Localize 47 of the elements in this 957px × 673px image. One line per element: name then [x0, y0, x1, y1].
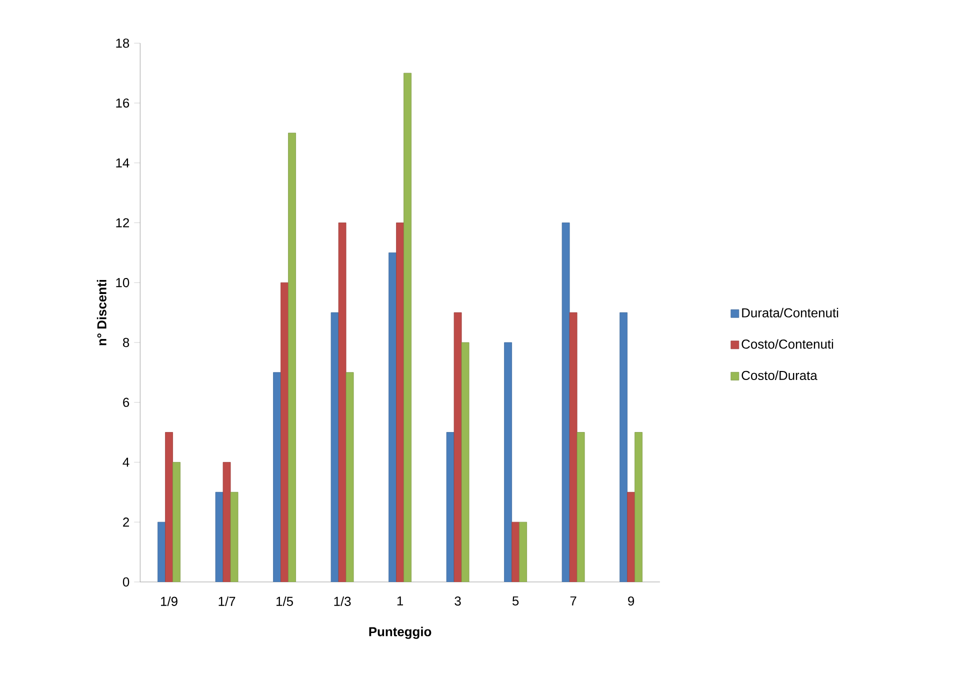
x-tick-label: 3 — [454, 596, 461, 606]
legend-label: Costo/Durata — [742, 370, 818, 380]
y-tick-label: 10 — [116, 278, 130, 288]
bar — [215, 492, 224, 582]
bar — [280, 282, 288, 582]
bar — [396, 222, 404, 582]
bar — [634, 432, 643, 582]
bar — [330, 312, 339, 582]
x-tick-label: 1/7 — [218, 596, 236, 606]
x-tick-label: 1/5 — [276, 596, 293, 606]
x-tick-label: 9 — [628, 596, 634, 606]
x-tick-label: 5 — [512, 596, 519, 606]
bar — [446, 432, 454, 582]
y-tick-label: 8 — [122, 338, 130, 348]
bar — [627, 492, 636, 582]
y-tick-label: 6 — [123, 398, 130, 407]
bar — [454, 312, 462, 582]
legend-label: Costo/Contenuti — [742, 339, 834, 349]
y-tick-label: 0 — [122, 577, 130, 586]
x-tick-label: 1 — [397, 596, 404, 606]
x-axis-title: Punteggio — [369, 626, 432, 639]
y-tick-label: 4 — [122, 458, 130, 467]
x-tick-label: 1/9 — [161, 596, 178, 606]
bar — [288, 132, 296, 582]
bar — [504, 342, 512, 582]
bar — [165, 432, 173, 582]
bar — [620, 312, 628, 582]
bar — [519, 522, 527, 582]
bar — [222, 462, 231, 582]
y-tick-label: 2 — [123, 518, 129, 527]
y-tick-label: 12 — [116, 218, 129, 228]
bar — [158, 522, 166, 582]
x-tick-label: 1/3 — [334, 596, 351, 606]
bar — [338, 222, 346, 582]
bar — [404, 72, 412, 582]
y-tick-label: 16 — [116, 98, 130, 108]
x-tick-label: 7 — [570, 596, 576, 606]
y-tick-label: 14 — [116, 158, 130, 168]
legend-label: Durata/Contenuti — [742, 308, 838, 318]
bar — [388, 252, 396, 582]
bar — [562, 222, 570, 582]
bar — [512, 522, 520, 582]
y-axis-title: n° Discenti — [96, 280, 106, 346]
bar — [569, 312, 578, 582]
y-tick-label: 18 — [116, 38, 130, 48]
bar — [172, 462, 180, 582]
bar — [273, 372, 281, 582]
